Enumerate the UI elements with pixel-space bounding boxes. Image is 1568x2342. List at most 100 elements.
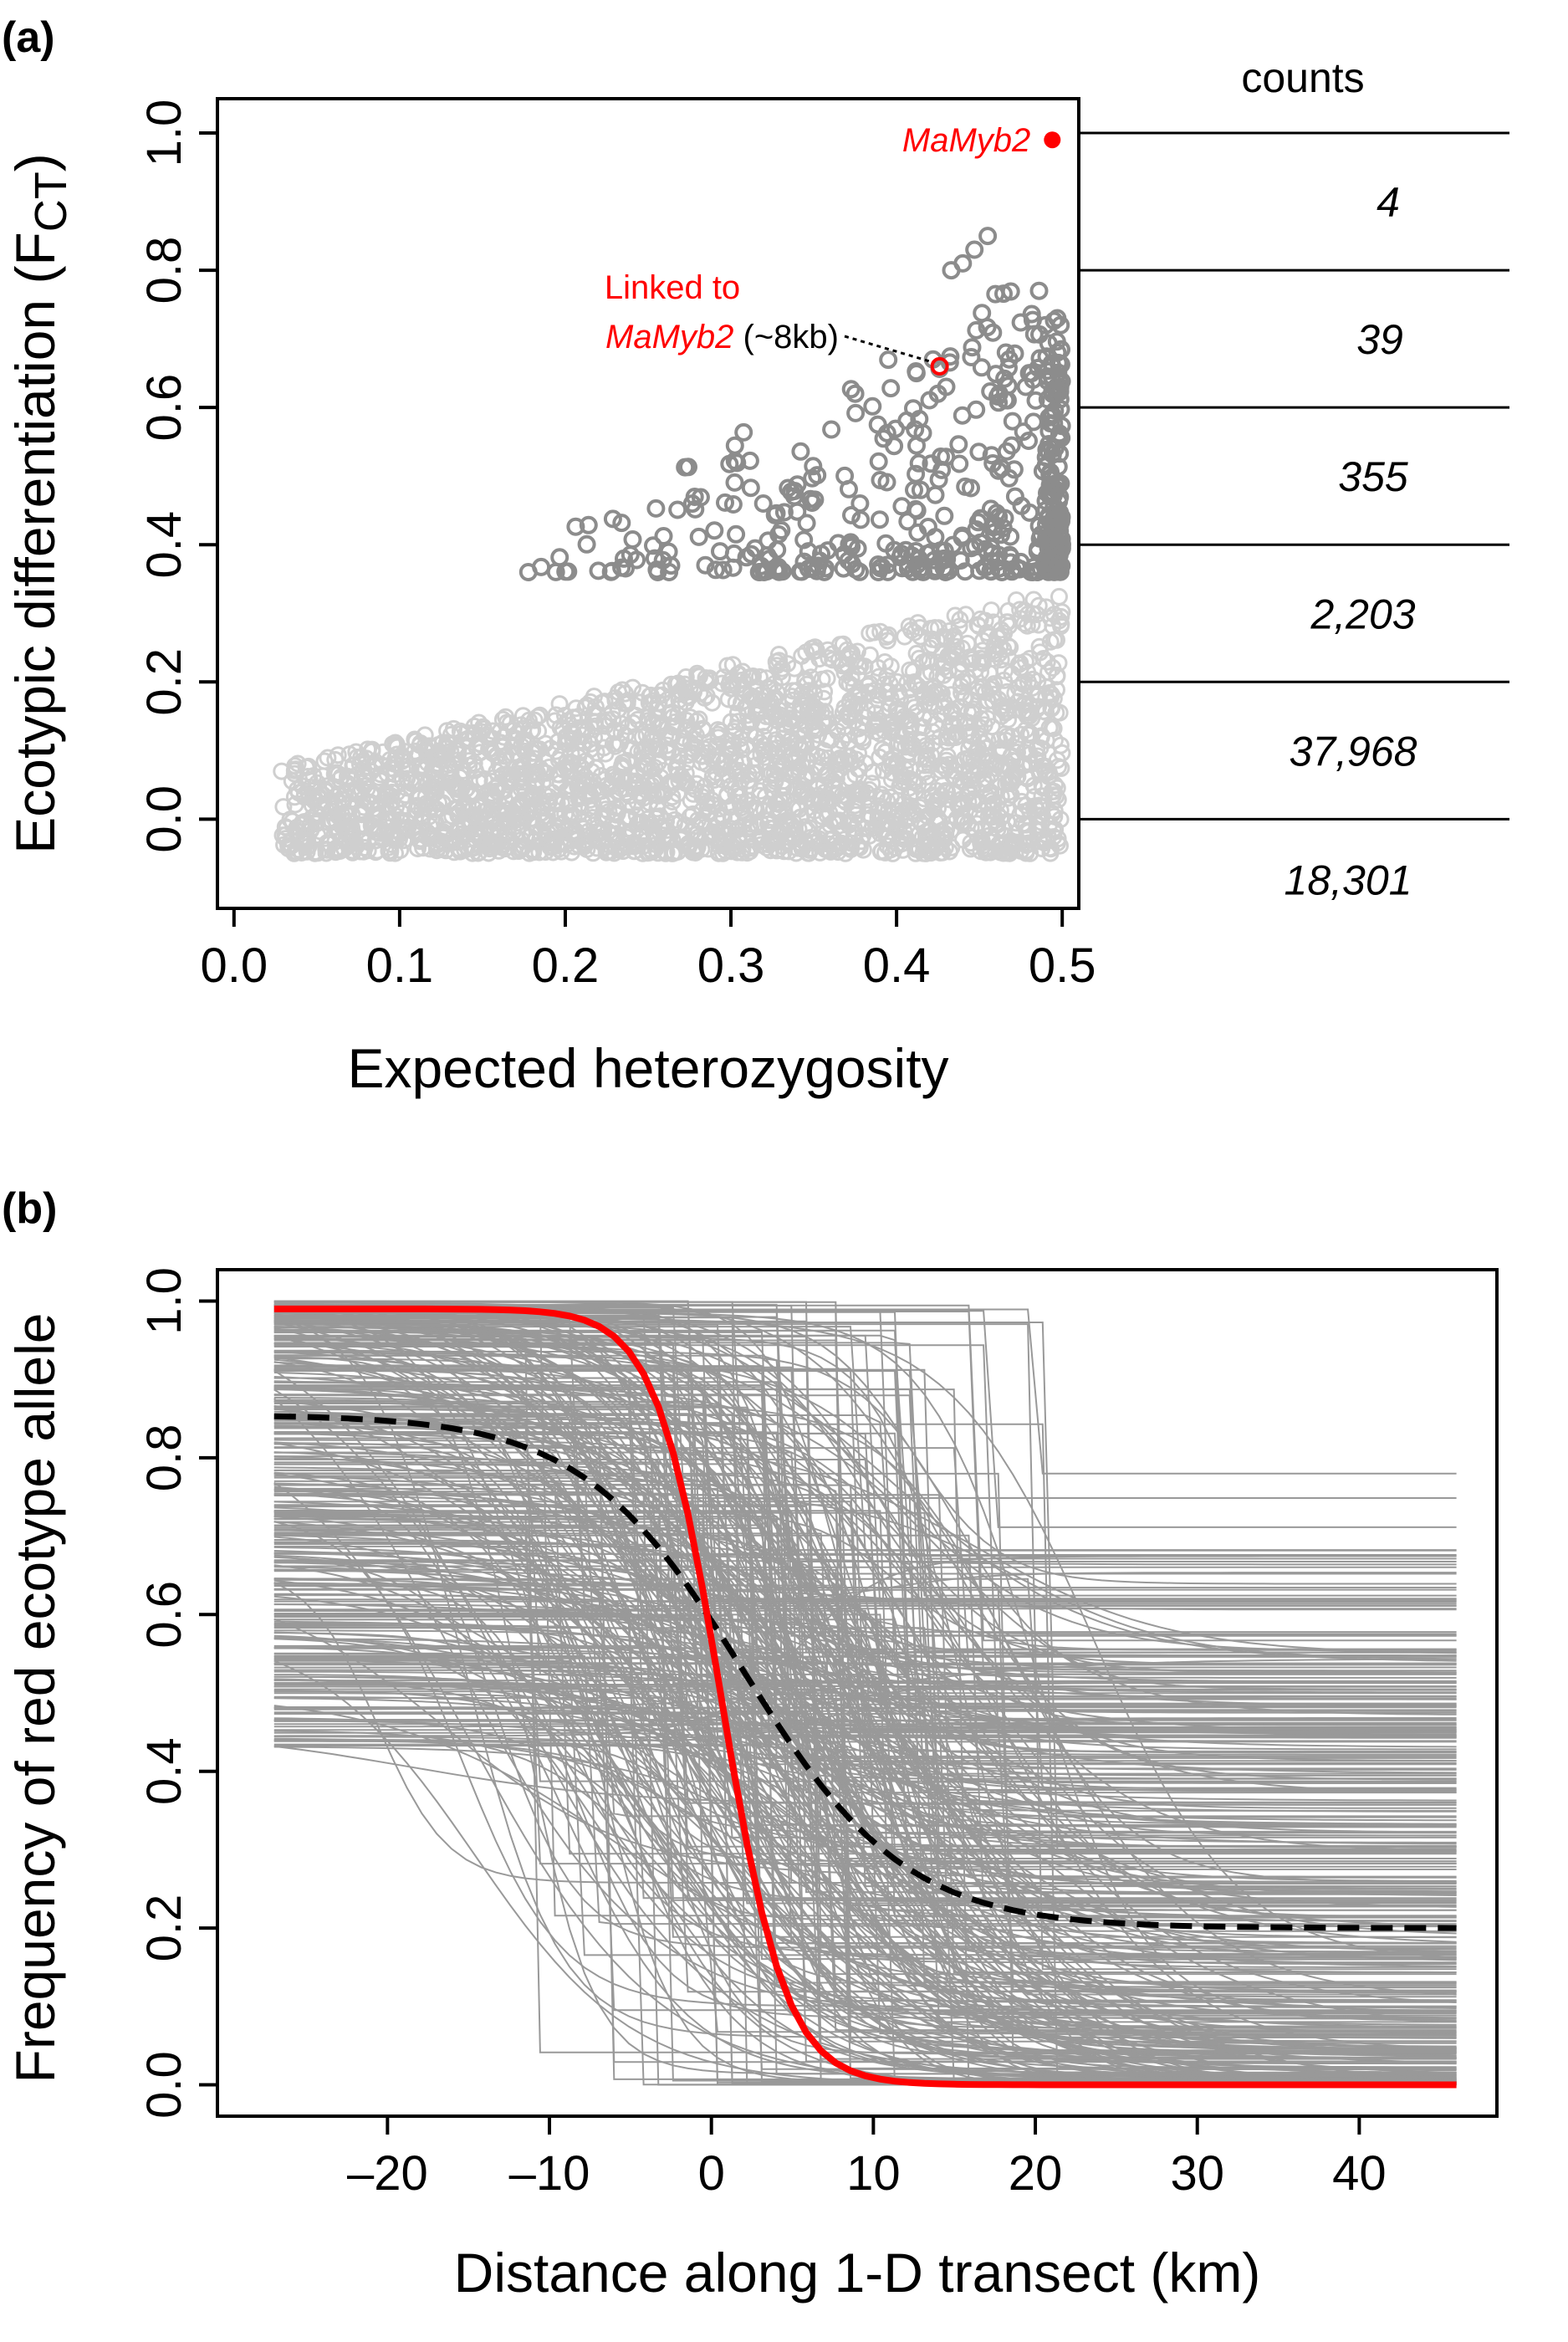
scatter-point bbox=[723, 674, 742, 693]
y-tick-label: 0.8 bbox=[137, 237, 192, 304]
y-tick-label: 0.6 bbox=[137, 1581, 192, 1649]
scatter-point bbox=[504, 822, 523, 841]
x-tick-label: 0.4 bbox=[863, 938, 931, 993]
count-bin-label: 37,968 bbox=[1290, 728, 1417, 775]
y-tick-label: 0.2 bbox=[137, 1895, 192, 1962]
scatter-point bbox=[923, 637, 942, 654]
panel-a-y-axis: 0.0 0.2 0.4 0.6 0.8 1.0 bbox=[137, 100, 217, 853]
background-cline bbox=[273, 1315, 1457, 1499]
scatter-point bbox=[947, 724, 965, 742]
scatter-point bbox=[982, 601, 1000, 620]
scatter-point bbox=[405, 822, 423, 841]
scatter-point bbox=[976, 839, 994, 857]
scatter-point bbox=[1048, 751, 1066, 770]
outlier-point bbox=[885, 437, 904, 456]
scatter-point bbox=[884, 829, 901, 847]
outlier-point bbox=[953, 526, 972, 545]
scatter-point bbox=[565, 822, 583, 841]
scatter-point bbox=[350, 816, 369, 835]
outlier-point bbox=[907, 364, 926, 383]
scatter-point bbox=[326, 843, 345, 862]
outlier-point bbox=[615, 549, 633, 568]
scatter-point bbox=[445, 719, 462, 738]
y-tick-label: 0.8 bbox=[137, 1424, 192, 1492]
scatter-point bbox=[928, 808, 947, 826]
scatter-point bbox=[524, 785, 542, 802]
scatter-point bbox=[988, 628, 1006, 647]
scatter-point bbox=[381, 810, 399, 829]
scatter-point bbox=[943, 649, 962, 667]
outlier-point bbox=[932, 447, 950, 466]
scatter-point bbox=[1020, 800, 1039, 819]
scatter-point bbox=[398, 770, 416, 788]
panel-b: (b) –20 –10 0 10 20 30 40 0.0 0.2 0.4 0.6 0.8 1.0 D… bbox=[2, 1184, 1499, 2304]
scatter-point bbox=[815, 795, 834, 813]
outlier-point bbox=[907, 501, 927, 520]
scatter-point bbox=[427, 836, 446, 854]
x-tick-label: 0.0 bbox=[200, 938, 268, 993]
outlier-point bbox=[566, 517, 585, 536]
outlier-point bbox=[753, 494, 773, 513]
outlier-point bbox=[546, 562, 565, 581]
scatter-point bbox=[610, 700, 627, 718]
background-cline bbox=[273, 1654, 1457, 1925]
scatter-point bbox=[750, 667, 769, 686]
outlier-point bbox=[1001, 553, 1020, 572]
scatter-point bbox=[940, 662, 958, 679]
scatter-point bbox=[860, 795, 878, 814]
y-tick-label: 1.0 bbox=[137, 1267, 192, 1335]
outlier-point bbox=[723, 558, 743, 577]
scatter-point bbox=[951, 611, 969, 629]
outlier-point bbox=[646, 499, 666, 518]
y-tick-label: 0.0 bbox=[137, 785, 192, 853]
background-cline bbox=[273, 1455, 1457, 1849]
scatter-point bbox=[479, 728, 498, 746]
scatter-point bbox=[733, 801, 751, 820]
x-tick-label: 20 bbox=[1009, 2146, 1063, 2201]
scatter-point bbox=[765, 675, 784, 693]
background-cline bbox=[273, 1439, 1457, 1654]
background-cline bbox=[273, 1408, 1457, 2008]
scatter-point bbox=[1050, 587, 1068, 606]
outlier-point bbox=[769, 524, 789, 544]
outlier-point bbox=[967, 320, 986, 340]
scatter-point bbox=[836, 786, 855, 805]
scatter-point bbox=[938, 747, 957, 765]
outlier-point bbox=[962, 478, 980, 498]
scatter-point bbox=[300, 771, 319, 790]
scatter-point bbox=[626, 841, 644, 860]
scatter-point bbox=[721, 825, 738, 843]
background-cline bbox=[273, 1388, 1457, 1650]
scatter-point bbox=[774, 791, 793, 810]
outlier-point bbox=[845, 384, 865, 403]
scatter-point bbox=[999, 837, 1018, 856]
scatter-point bbox=[796, 672, 815, 691]
count-bin-label: 39 bbox=[1356, 316, 1403, 363]
scatter-point bbox=[483, 839, 502, 857]
outlier-point bbox=[881, 379, 901, 398]
scatter-point bbox=[963, 650, 982, 668]
scatter-point bbox=[350, 755, 369, 774]
scatter-point bbox=[988, 816, 1007, 834]
scatter-point bbox=[928, 791, 947, 809]
outlier-point bbox=[1038, 532, 1057, 551]
outlier-point bbox=[971, 509, 990, 528]
outlier-point bbox=[993, 519, 1013, 538]
scatter-point bbox=[333, 817, 351, 836]
outlier-point bbox=[877, 555, 896, 575]
scatter-point bbox=[870, 712, 888, 730]
y-tick-label: 0.4 bbox=[137, 511, 192, 579]
scatter-point bbox=[932, 786, 950, 805]
scatter-point bbox=[731, 737, 749, 755]
scatter-point bbox=[950, 617, 968, 636]
scatter-point bbox=[810, 725, 828, 744]
panel-b-y-axis: 0.0 0.2 0.4 0.6 0.8 1.0 bbox=[137, 1267, 217, 2119]
outlier-point bbox=[1042, 406, 1061, 425]
outlier-point bbox=[742, 545, 761, 564]
scatter-point bbox=[550, 695, 569, 713]
background-cline bbox=[273, 1334, 1457, 1557]
scatter-point bbox=[1017, 796, 1035, 815]
scatter-point bbox=[633, 823, 651, 841]
outlier-point bbox=[1043, 385, 1062, 404]
scatter-point bbox=[432, 841, 451, 858]
